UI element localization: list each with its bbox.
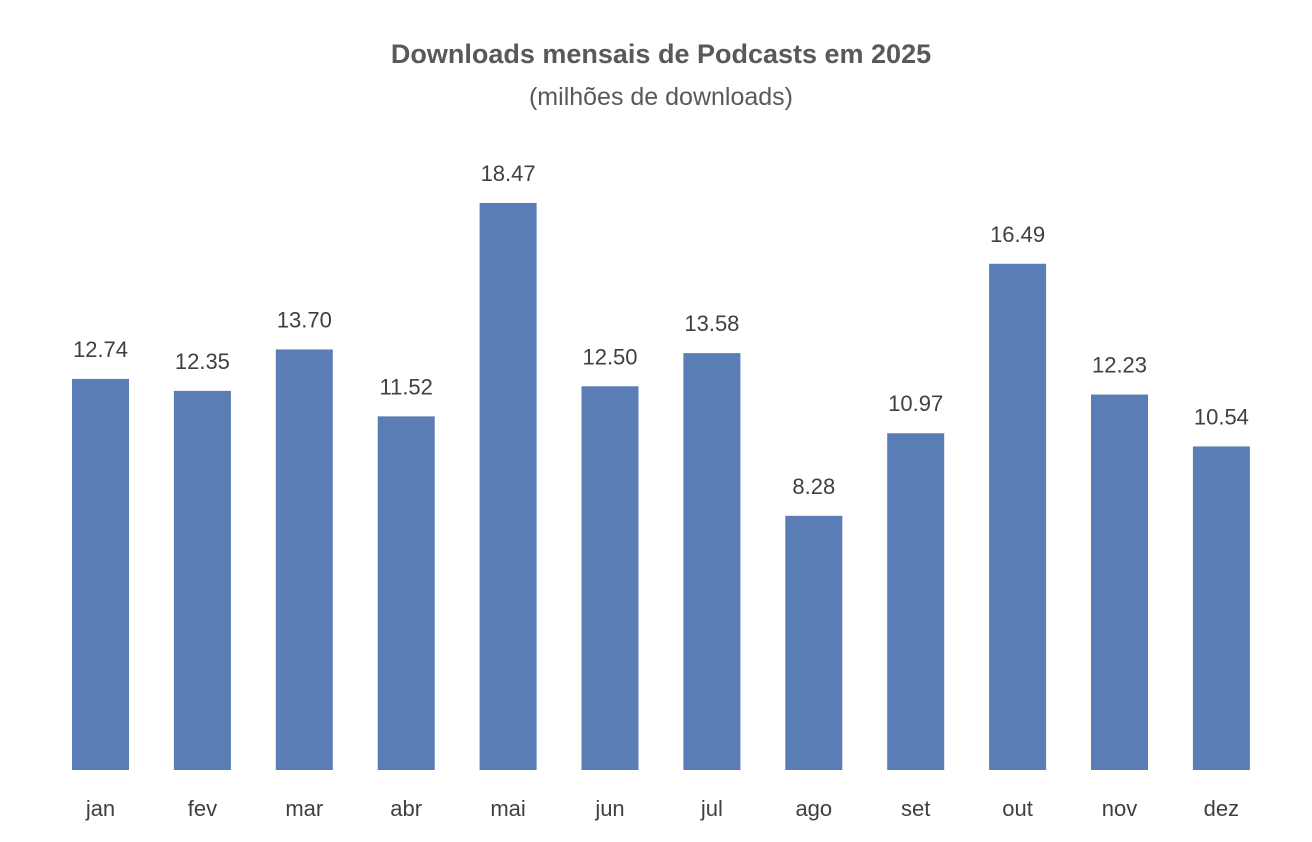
data-label-nov: 12.23 [1092, 353, 1147, 378]
data-label-mai: 18.47 [481, 161, 536, 186]
x-tick-label-dez: dez [1204, 796, 1239, 821]
data-label-mar: 13.70 [277, 307, 332, 332]
x-tick-label-mai: mai [490, 796, 525, 821]
x-tick-label-jan: jan [85, 796, 115, 821]
x-tick-label-ago: ago [795, 796, 832, 821]
data-label-jan: 12.74 [73, 337, 128, 362]
data-label-set: 10.97 [888, 391, 943, 416]
chart-title: Downloads mensais de Podcasts em 2025 [391, 39, 931, 69]
bar-mai [479, 203, 537, 770]
data-label-fev: 12.35 [175, 349, 230, 374]
data-label-abr: 11.52 [379, 374, 432, 399]
bar-abr [377, 416, 435, 770]
x-tick-label-jul: jul [700, 796, 723, 821]
bar-jul [683, 353, 741, 770]
bar-jun [581, 386, 639, 770]
x-tick-label-out: out [1002, 796, 1033, 821]
x-tick-label-abr: abr [390, 796, 422, 821]
data-label-jul: 13.58 [684, 311, 739, 336]
x-tick-label-mar: mar [285, 796, 323, 821]
bar-jan [72, 378, 129, 770]
data-label-dez: 10.54 [1194, 404, 1249, 429]
x-tick-label-fev: fev [188, 796, 217, 821]
chart-subtitle: (milhões de downloads) [529, 83, 793, 111]
data-label-out: 16.49 [990, 222, 1045, 247]
bars-group: 12.74 jan 12.35 fev 13.70 mar 11.52 abr 18.47 mai… [72, 161, 1250, 821]
bar-nov [1091, 394, 1148, 770]
bar-mar [275, 349, 333, 770]
x-tick-label-nov: nov [1102, 796, 1137, 821]
bar-dez [1192, 446, 1250, 770]
bar-fev [173, 390, 231, 770]
x-tick-label-jun: jun [594, 796, 624, 821]
x-tick-label-set: set [901, 796, 930, 821]
bar-set [887, 433, 945, 770]
data-label-jun: 12.50 [582, 344, 637, 369]
data-label-ago: 8.28 [792, 474, 835, 499]
bar-out [989, 263, 1047, 770]
bar-ago [785, 515, 843, 770]
